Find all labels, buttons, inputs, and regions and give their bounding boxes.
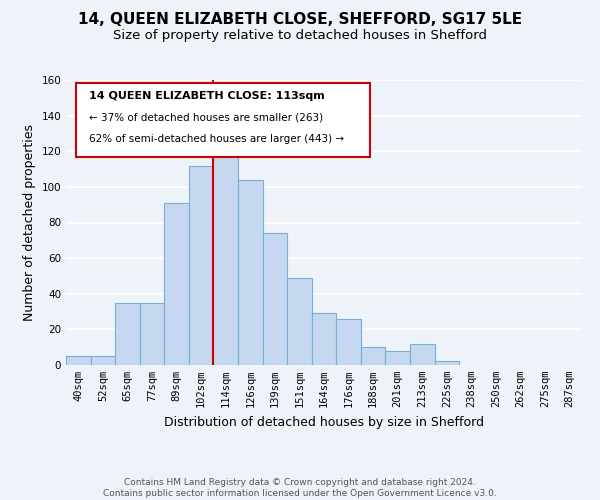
Y-axis label: Number of detached properties: Number of detached properties: [23, 124, 36, 321]
Bar: [91, 356, 115, 365]
Bar: [287, 278, 312, 365]
Text: Contains HM Land Registry data © Crown copyright and database right 2024.
Contai: Contains HM Land Registry data © Crown c…: [103, 478, 497, 498]
Text: 14, QUEEN ELIZABETH CLOSE, SHEFFORD, SG17 5LE: 14, QUEEN ELIZABETH CLOSE, SHEFFORD, SG1…: [78, 12, 522, 28]
Bar: [214, 153, 238, 365]
Bar: [189, 166, 214, 365]
FancyBboxPatch shape: [76, 83, 370, 157]
Bar: [361, 347, 385, 365]
Bar: [140, 302, 164, 365]
Bar: [385, 351, 410, 365]
Bar: [312, 314, 336, 365]
Text: 62% of semi-detached houses are larger (443) →: 62% of semi-detached houses are larger (…: [89, 134, 344, 144]
Bar: [66, 356, 91, 365]
Bar: [164, 203, 189, 365]
Bar: [410, 344, 434, 365]
Text: ← 37% of detached houses are smaller (263): ← 37% of detached houses are smaller (26…: [89, 113, 323, 123]
Bar: [263, 233, 287, 365]
Text: Size of property relative to detached houses in Shefford: Size of property relative to detached ho…: [113, 29, 487, 42]
Bar: [336, 318, 361, 365]
Bar: [115, 302, 140, 365]
X-axis label: Distribution of detached houses by size in Shefford: Distribution of detached houses by size …: [164, 416, 484, 428]
Bar: [238, 180, 263, 365]
Text: 14 QUEEN ELIZABETH CLOSE: 113sqm: 14 QUEEN ELIZABETH CLOSE: 113sqm: [89, 92, 325, 102]
Bar: [434, 362, 459, 365]
